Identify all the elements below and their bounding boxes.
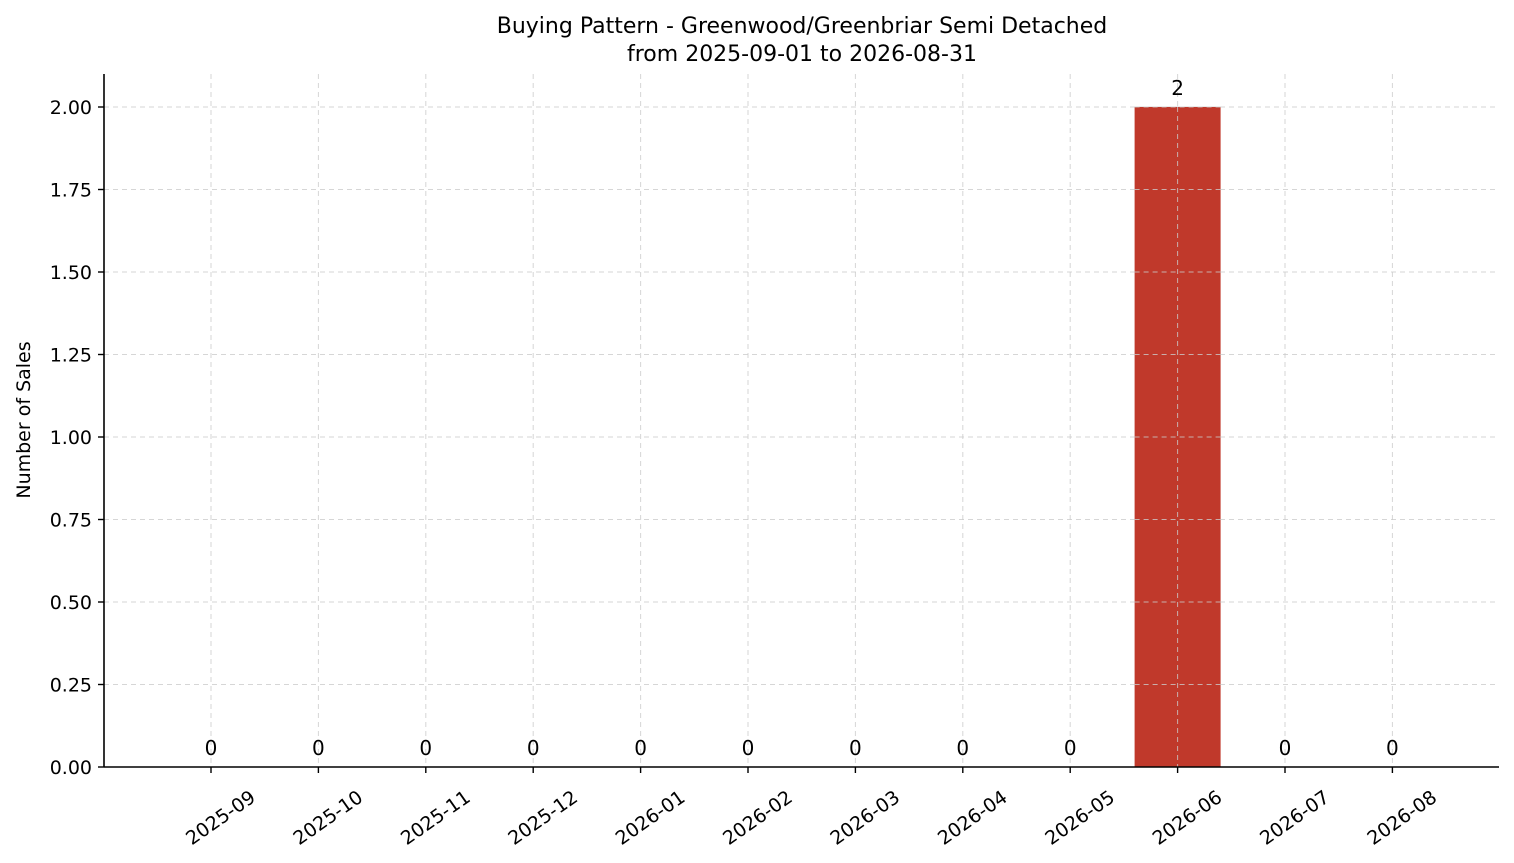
- y-tick-label: 0.75: [50, 510, 92, 532]
- x-tick-label: 2025-10: [289, 786, 367, 850]
- x-tick-label: 2025-12: [504, 786, 582, 850]
- y-tick-label: 0.00: [50, 757, 92, 779]
- data-label-2026-05: 0: [1064, 736, 1077, 760]
- y-tick-label: 0.50: [50, 592, 92, 614]
- data-label-2025-11: 0: [419, 736, 432, 760]
- data-label-2026-07: 0: [1279, 736, 1292, 760]
- x-tick-label: 2026-06: [1149, 786, 1227, 850]
- y-tick-label: 1.75: [50, 180, 92, 202]
- y-tick-label: 2.00: [50, 97, 92, 119]
- data-label-2026-01: 0: [634, 736, 647, 760]
- bars-layer: [1134, 106, 1221, 767]
- x-tick-label: 2025-11: [397, 786, 475, 850]
- data-label-2026-04: 0: [956, 736, 969, 760]
- data-label-2025-10: 0: [312, 736, 325, 760]
- x-tick-label: 2026-03: [826, 786, 904, 850]
- data-labels-layer: 0 0 0 0 0 0 0 0 0 2 0 0: [205, 76, 1399, 760]
- y-axis-label: Number of Sales: [13, 341, 35, 498]
- axis-layer: 0.00 0.25 0.50 0.75 1.00 1.25 1.50 1.75 2.00 2025…: [50, 74, 1499, 850]
- data-label-2026-06: 2: [1171, 76, 1184, 100]
- data-label-2025-12: 0: [527, 736, 540, 760]
- y-tick-label: 1.25: [50, 345, 92, 367]
- y-tick-label: 0.25: [50, 675, 92, 697]
- x-tick-label: 2026-05: [1041, 786, 1119, 850]
- x-tick-label: 2026-07: [1256, 786, 1334, 850]
- grid-layer: [104, 74, 1499, 767]
- data-label-2026-08: 0: [1386, 736, 1399, 760]
- x-tick-label: 2026-04: [934, 786, 1012, 850]
- data-label-2026-02: 0: [742, 736, 755, 760]
- x-tick-label: 2026-01: [612, 786, 690, 850]
- x-tick-label: 2026-08: [1363, 786, 1441, 850]
- x-tick-label: 2025-09: [182, 786, 260, 850]
- data-label-2025-09: 0: [205, 736, 218, 760]
- chart-subtitle: from 2025-09-01 to 2026-08-31: [627, 42, 977, 67]
- chart-title: Buying Pattern - Greenwood/Greenbriar Se…: [497, 14, 1107, 39]
- x-tick-label: 2026-02: [719, 786, 797, 850]
- data-label-2026-03: 0: [849, 736, 862, 760]
- y-tick-label: 1.00: [50, 427, 92, 449]
- y-tick-label: 1.50: [50, 262, 92, 284]
